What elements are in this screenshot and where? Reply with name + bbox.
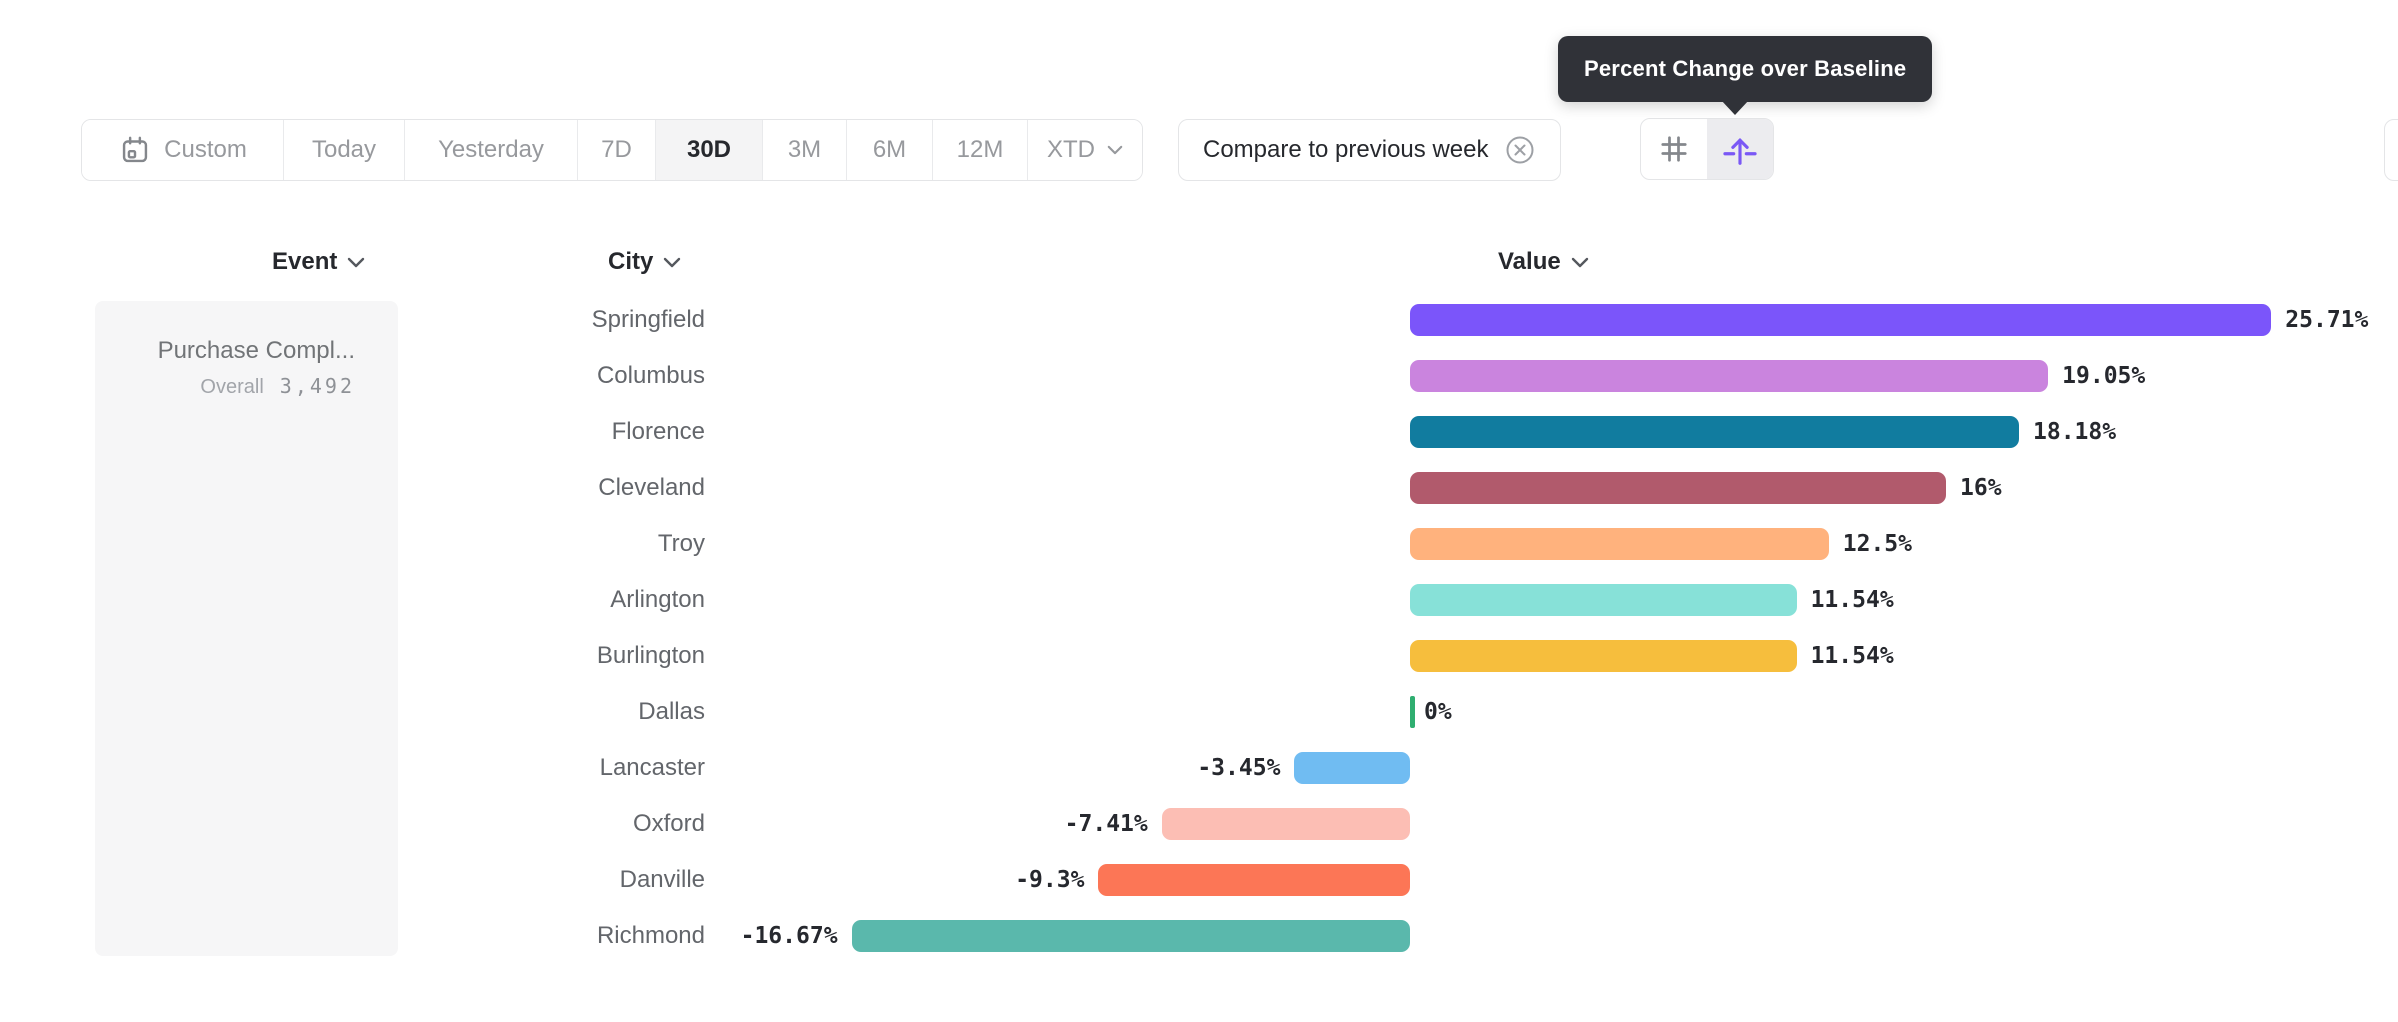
- overall-label: Overall: [200, 376, 264, 398]
- date-range-label: 30D: [686, 136, 732, 163]
- bar-columbus[interactable]: [1410, 360, 2049, 392]
- date-range-label: 7D: [601, 136, 632, 163]
- clipped-toolbar-button[interactable]: [2384, 119, 2398, 181]
- value-header-label: Value: [1498, 248, 1561, 275]
- date-range-segmented-control: Custom Today Yesterday 7D 30D 3M 6M 12M XTD: [81, 119, 1143, 181]
- chart-view-toggle-group: [1640, 118, 1774, 180]
- date-range-label: 6M: [872, 136, 907, 163]
- bar-troy[interactable]: [1410, 528, 1829, 560]
- bar-lancaster[interactable]: [1294, 752, 1410, 784]
- city-header-label: City: [608, 248, 654, 275]
- chevron-down-icon: [1571, 257, 1589, 268]
- value-label-dallas: 0%: [1424, 699, 1452, 725]
- city-label-springfield: Springfield: [591, 306, 705, 333]
- column-header-city[interactable]: City: [608, 246, 681, 278]
- bar-richmond[interactable]: [851, 920, 1410, 952]
- percent-change-over-baseline-toggle[interactable]: [1707, 119, 1773, 179]
- date-range-12m[interactable]: 12M: [933, 120, 1028, 180]
- date-range-label: Custom: [164, 136, 247, 163]
- bar-burlington[interactable]: [1410, 640, 1797, 672]
- bar-danville[interactable]: [1098, 864, 1410, 896]
- arrow-up-from-baseline-icon: [1721, 130, 1759, 168]
- value-label-danville: -9.3%: [1015, 867, 1085, 893]
- column-header-event[interactable]: Event: [272, 246, 365, 278]
- date-range-label: Yesterday: [438, 136, 544, 163]
- value-label-springfield: 25.71%: [2285, 307, 2369, 333]
- city-label-florence: Florence: [611, 418, 705, 445]
- city-label-danville: Danville: [619, 866, 705, 893]
- city-label-arlington: Arlington: [610, 586, 705, 613]
- city-label-richmond: Richmond: [596, 922, 705, 949]
- event-panel[interactable]: Purchase Compl... Overall 3,492: [95, 301, 398, 956]
- city-label-columbus: Columbus: [596, 362, 705, 389]
- bar-springfield[interactable]: [1410, 304, 2272, 336]
- tooltip-percent-change-over-baseline: Percent Change over Baseline: [1558, 36, 1933, 102]
- date-range-custom[interactable]: Custom: [82, 120, 284, 180]
- remove-compare-icon[interactable]: [1504, 134, 1536, 166]
- city-label-cleveland: Cleveland: [598, 474, 705, 501]
- column-header-value[interactable]: Value: [1498, 246, 1589, 278]
- value-label-lancaster: -3.45%: [1197, 755, 1281, 781]
- value-label-columbus: 19.05%: [2062, 363, 2146, 389]
- date-range-30d[interactable]: 30D: [656, 120, 763, 180]
- date-range-label: Today: [311, 136, 377, 163]
- value-label-cleveland: 16%: [1960, 475, 2002, 501]
- bar-florence[interactable]: [1410, 416, 2020, 448]
- date-range-3m[interactable]: 3M: [763, 120, 847, 180]
- date-range-label: 3M: [787, 136, 822, 163]
- bar-arlington[interactable]: [1410, 584, 1797, 616]
- event-overall-row: Overall 3,492: [200, 374, 355, 399]
- chevron-down-icon: [347, 257, 365, 268]
- overall-value: 3,492: [279, 374, 355, 398]
- tooltip-text: Percent Change over Baseline: [1584, 56, 1907, 81]
- tooltip-arrow: [1721, 100, 1749, 115]
- compare-to-previous-week-button[interactable]: Compare to previous week: [1178, 119, 1562, 181]
- grid-view-toggle[interactable]: [1641, 119, 1707, 179]
- date-range-7d[interactable]: 7D: [578, 120, 656, 180]
- city-label-oxford: Oxford: [632, 810, 705, 837]
- date-range-yesterday[interactable]: Yesterday: [405, 120, 578, 180]
- event-name: Purchase Compl...: [157, 337, 355, 364]
- chevron-down-icon: [1107, 145, 1123, 155]
- value-label-burlington: 11.54%: [1810, 643, 1894, 669]
- bar-dallas[interactable]: [1410, 696, 1415, 728]
- value-label-oxford: -7.41%: [1064, 811, 1148, 837]
- date-range-label: XTD: [1047, 136, 1095, 163]
- bar-oxford[interactable]: [1161, 808, 1410, 840]
- city-label-burlington: Burlington: [596, 642, 705, 669]
- date-range-6m[interactable]: 6M: [847, 120, 933, 180]
- date-range-label: 12M: [956, 136, 1004, 163]
- value-label-richmond: -16.67%: [740, 923, 838, 949]
- calendar-icon: [118, 133, 152, 167]
- value-label-troy: 12.5%: [1842, 531, 1912, 557]
- hash-icon: [1656, 131, 1692, 167]
- city-label-troy: Troy: [657, 530, 705, 557]
- value-label-florence: 18.18%: [2033, 419, 2117, 445]
- event-header-label: Event: [272, 248, 338, 275]
- date-range-xtd[interactable]: XTD: [1028, 120, 1142, 180]
- value-label-arlington: 11.54%: [1810, 587, 1894, 613]
- city-label-lancaster: Lancaster: [599, 754, 705, 781]
- chevron-down-icon: [663, 257, 681, 268]
- city-label-dallas: Dallas: [638, 698, 705, 725]
- bar-cleveland[interactable]: [1410, 472, 1946, 504]
- compare-label: Compare to previous week: [1203, 136, 1489, 163]
- date-range-today[interactable]: Today: [284, 120, 405, 180]
